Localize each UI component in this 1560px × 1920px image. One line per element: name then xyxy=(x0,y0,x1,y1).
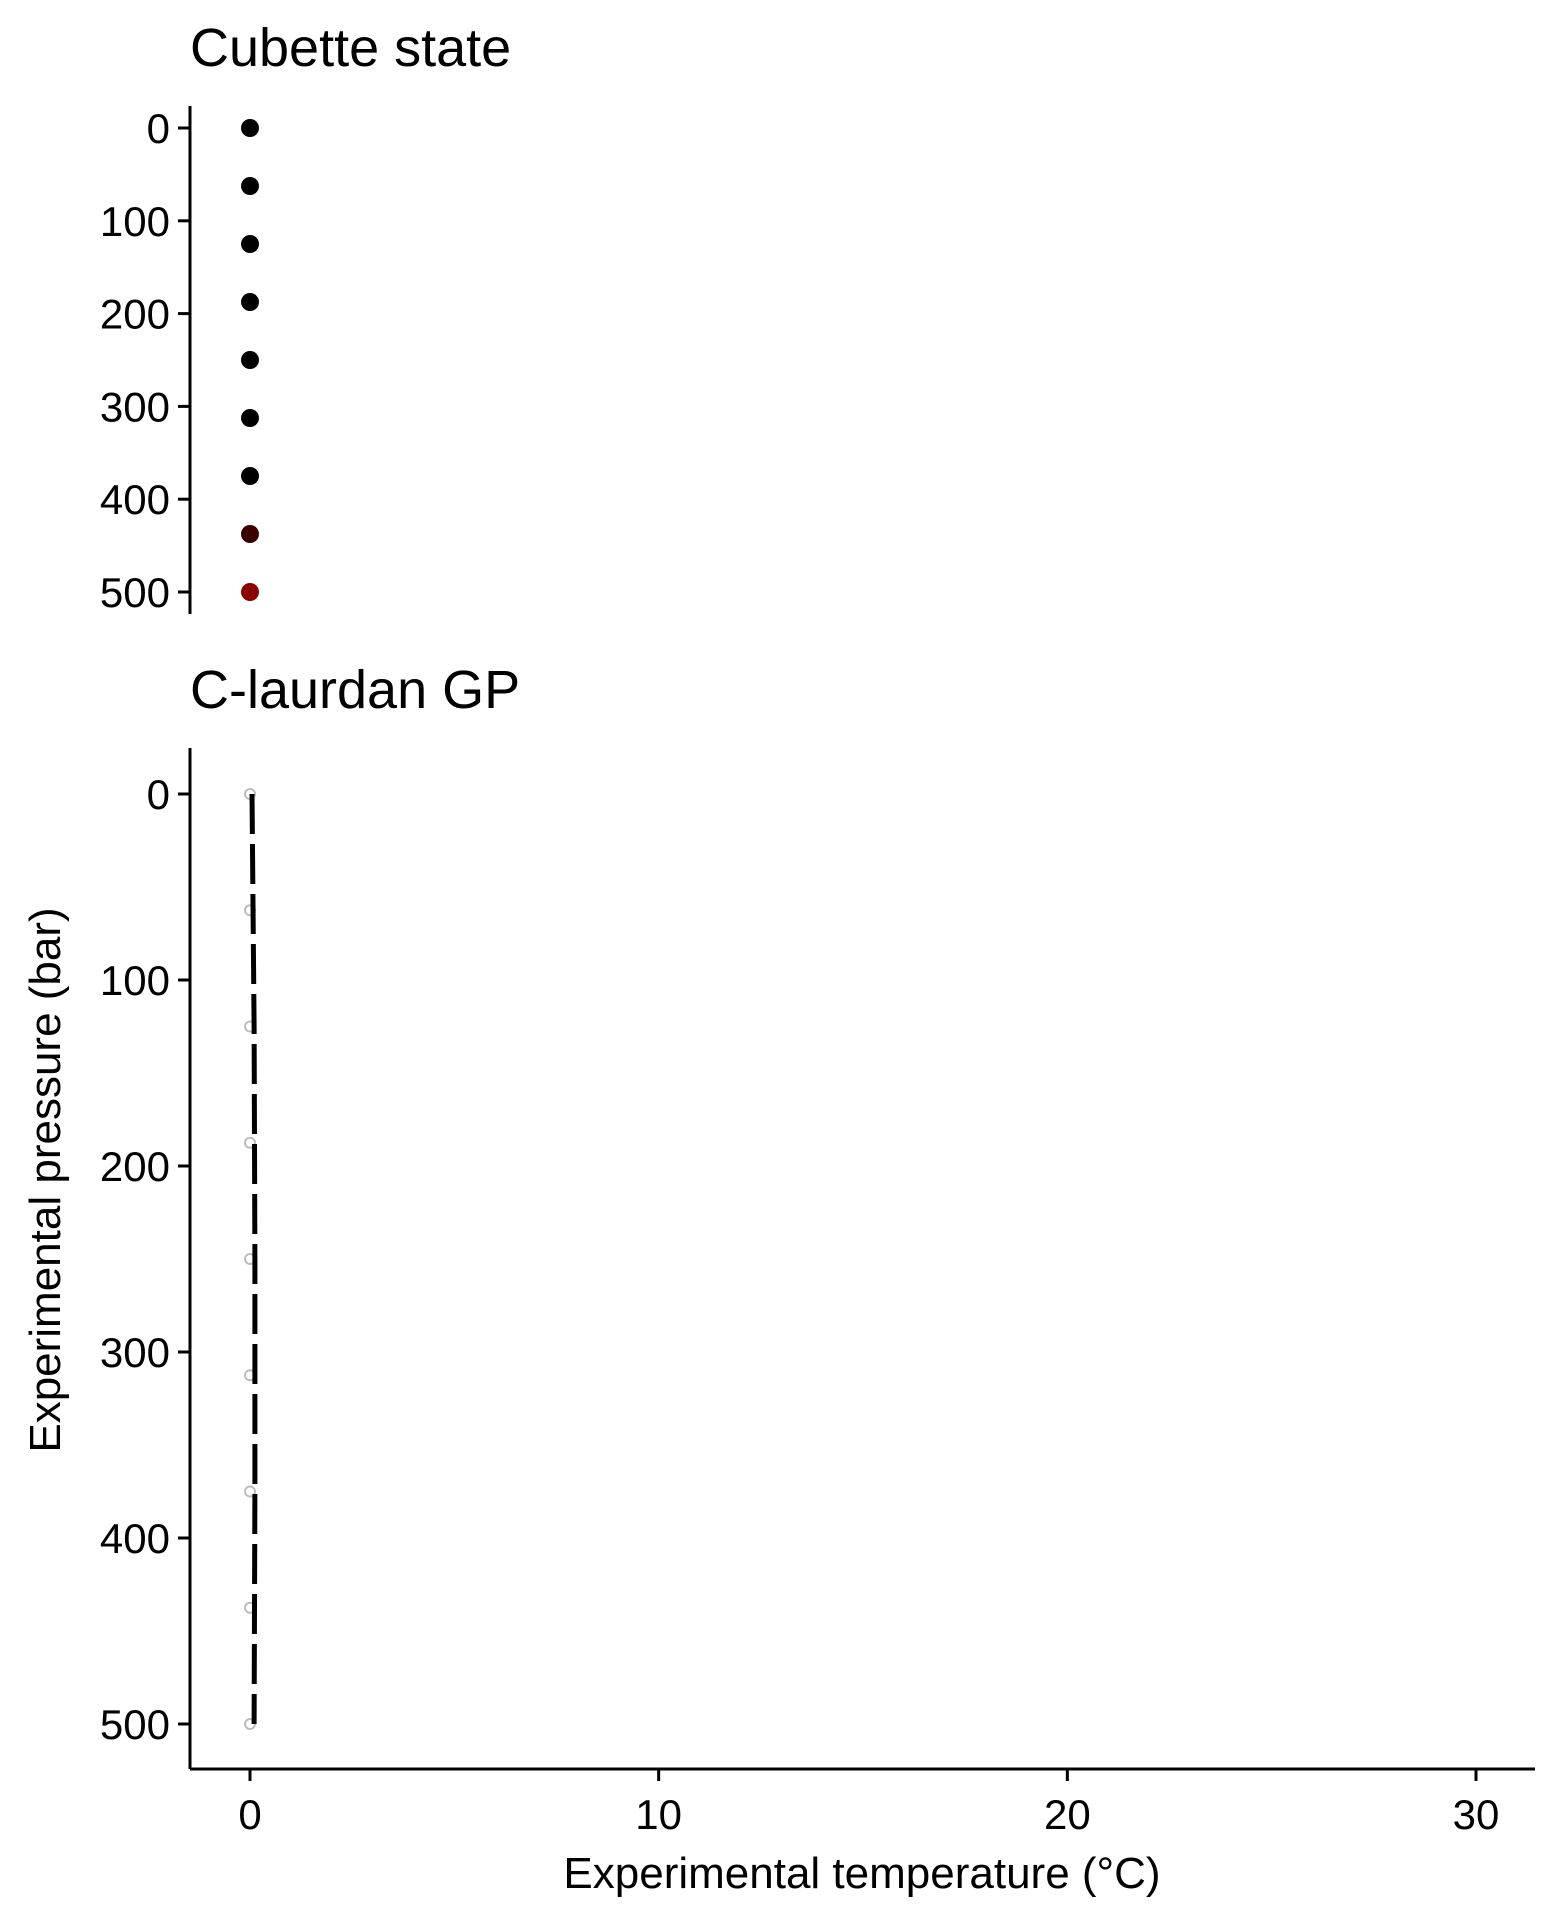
cubette-point xyxy=(241,409,259,427)
cubette-point xyxy=(241,525,259,543)
gp-y-tick-label: 200 xyxy=(100,1143,170,1190)
cubette-y-ticks: 0 100 200 300 400 500 xyxy=(100,105,190,616)
c-laurdan-gp-title: C-laurdan GP xyxy=(190,660,520,720)
gp-x-axis-title: Experimental temperature (°C) xyxy=(563,1849,1160,1898)
gp-x-ticks: 0 10 20 30 xyxy=(238,1769,1499,1838)
gp-x-tick-label: 30 xyxy=(1453,1791,1500,1838)
gp-y-tick-label: 300 xyxy=(100,1329,170,1376)
gp-y-tick-label: 0 xyxy=(147,771,170,818)
cubette-point xyxy=(241,583,259,601)
cubette-y-tick-label: 400 xyxy=(100,476,170,523)
cubette-point xyxy=(241,177,259,195)
gp-series-line xyxy=(249,793,258,1725)
cubette-y-tick-label: 0 xyxy=(147,105,170,152)
cubette-y-tick-label: 200 xyxy=(100,291,170,338)
cubette-point xyxy=(241,119,259,137)
cubette-state-panel: Cubette state 0 100 200 300 400 500 xyxy=(100,18,511,616)
gp-y-ticks: 0 100 200 300 400 500 xyxy=(100,771,190,1748)
cubette-y-tick-label: 100 xyxy=(100,198,170,245)
c-laurdan-gp-panel: C-laurdan GP 0 100 200 300 400 500 0 10 20 30 Ex… xyxy=(21,660,1535,1898)
gp-x-tick-label: 0 xyxy=(238,1791,261,1838)
gp-x-tick-label: 20 xyxy=(1044,1791,1091,1838)
gp-points xyxy=(244,788,256,1730)
gp-line xyxy=(249,793,258,1725)
cubette-point xyxy=(241,235,259,253)
cubette-point xyxy=(241,293,259,311)
cubette-y-tick-label: 500 xyxy=(100,569,170,616)
gp-y-tick-label: 400 xyxy=(100,1515,170,1562)
gp-y-tick-label: 500 xyxy=(100,1701,170,1748)
gp-x-tick-label: 10 xyxy=(635,1791,682,1838)
cubette-y-tick-label: 300 xyxy=(100,383,170,430)
gp-point xyxy=(244,1485,256,1498)
gp-point xyxy=(244,1136,256,1149)
cubette-state-title: Cubette state xyxy=(190,18,511,78)
cubette-point xyxy=(241,351,259,369)
gp-y-tick-label: 100 xyxy=(100,957,170,1004)
cubette-points xyxy=(241,119,259,601)
cubette-point xyxy=(241,467,259,485)
gp-y-axis-title: Experimental pressure (bar) xyxy=(21,907,70,1452)
